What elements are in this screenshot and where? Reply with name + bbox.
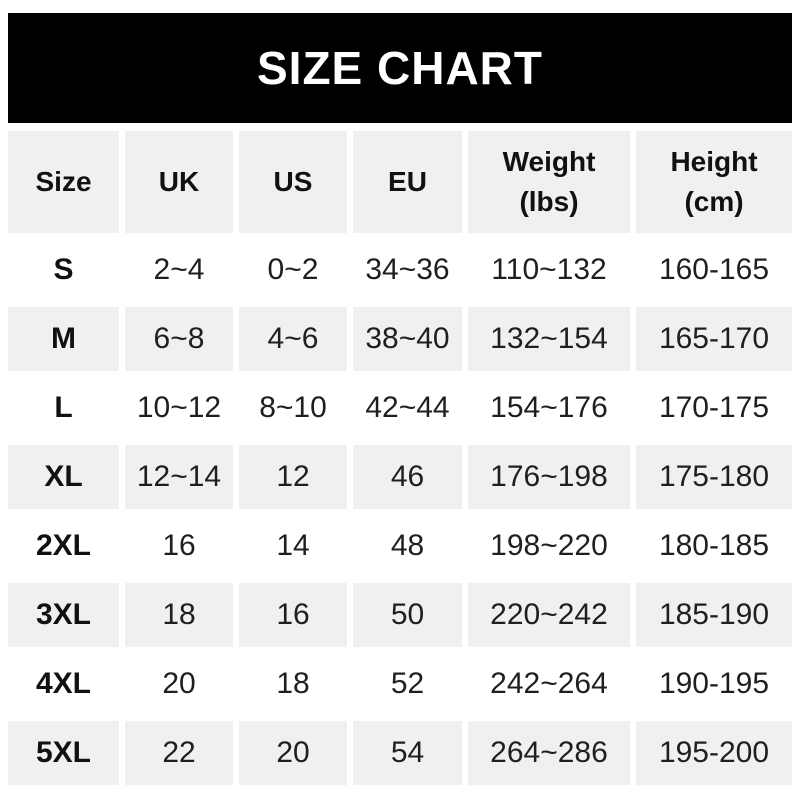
eu-cell: 50 [353,583,462,647]
height-cell: 190-195 [658,667,770,700]
height-cell: 185-190 [636,583,792,647]
eu-cell: 38~40 [353,307,462,371]
eu-cell: 52 [390,667,425,700]
weight-cell: 264~286 [468,721,630,785]
weight-cell: 132~154 [468,307,630,371]
column-header-sublabel: (lbs) [519,186,579,217]
size-cell: 4XL [35,667,92,700]
column-header-label: Weight [502,146,596,177]
table-row-2xl: 2XL 16 14 48 198~220 180-185 [8,514,792,578]
column-header-us: US [239,131,347,233]
size-cell: S [53,253,74,286]
table-header-row: Size UK US EU Weight (lbs) Height (cm) [8,131,792,233]
column-header-sublabel: (cm) [684,186,744,217]
uk-cell: 18 [125,583,233,647]
column-header-eu: EU [353,131,462,233]
weight-cell: 242~264 [490,667,608,700]
table-row-l: L 10~12 8~10 42~44 154~176 170-175 [8,376,792,440]
us-cell: 0~2 [267,253,319,286]
table-row-m: M 6~8 4~6 38~40 132~154 165-170 [8,307,792,371]
us-cell: 4~6 [239,307,347,371]
uk-cell: 12~14 [125,445,233,509]
table-row-3xl: 3XL 18 16 50 220~242 185-190 [8,583,792,647]
uk-cell: 6~8 [125,307,233,371]
column-header-height: Height (cm) [636,131,792,233]
page-title: SIZE CHART [257,42,543,94]
title-banner: SIZE CHART [8,13,792,123]
size-table: Size UK US EU Weight (lbs) Height (cm) [8,131,792,790]
column-header-label: EU [388,166,427,197]
column-header-weight: Weight (lbs) [468,131,630,233]
size-cell: M [8,307,119,371]
weight-cell: 110~132 [491,253,607,286]
column-header-uk: UK [125,131,233,233]
size-cell: 2XL [35,529,92,562]
uk-cell: 16 [162,529,196,562]
uk-cell: 2~4 [153,253,205,286]
uk-cell: 22 [125,721,233,785]
uk-cell: 10~12 [136,391,222,424]
us-cell: 16 [239,583,347,647]
table-row-4xl: 4XL 20 18 52 242~264 190-195 [8,652,792,716]
weight-cell: 198~220 [490,529,608,562]
height-cell: 170-175 [658,391,770,424]
column-header-size: Size [8,131,119,233]
table-row-s: S 2~4 0~2 34~36 110~132 160-165 [8,238,792,302]
eu-cell: 42~44 [365,391,450,424]
table-row-5xl: 5XL 22 20 54 264~286 195-200 [8,721,792,785]
size-cell: 3XL [8,583,119,647]
height-cell: 195-200 [636,721,792,785]
column-header-label: Height [670,146,758,177]
eu-cell: 54 [353,721,462,785]
height-cell: 180-185 [658,529,770,562]
eu-cell: 34~36 [365,253,450,286]
table-row-xl: XL 12~14 12 46 176~198 175-180 [8,445,792,509]
us-cell: 18 [276,667,310,700]
height-cell: 165-170 [636,307,792,371]
size-cell: L [54,391,73,424]
weight-cell: 154~176 [490,391,608,424]
column-header-label: US [273,166,313,197]
column-header-label: UK [158,166,200,197]
height-cell: 175-180 [636,445,792,509]
uk-cell: 20 [162,667,196,700]
eu-cell: 46 [353,445,462,509]
us-cell: 8~10 [259,391,327,424]
us-cell: 12 [239,445,347,509]
us-cell: 14 [276,529,310,562]
size-cell: XL [8,445,119,509]
eu-cell: 48 [390,529,425,562]
weight-cell: 220~242 [468,583,630,647]
height-cell: 160-165 [658,253,770,286]
column-header-label: Size [35,166,92,197]
us-cell: 20 [239,721,347,785]
weight-cell: 176~198 [468,445,630,509]
size-cell: 5XL [8,721,119,785]
